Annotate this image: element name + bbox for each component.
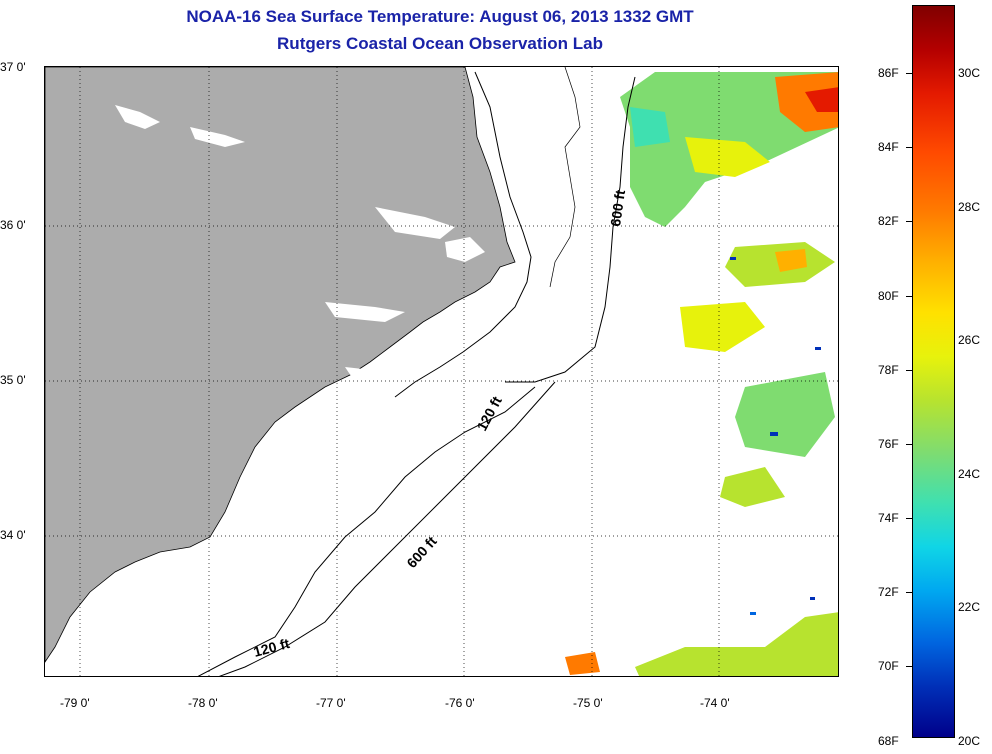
lat-label-37: 37 0' xyxy=(0,60,26,74)
colorbar-c-26: 26C xyxy=(958,333,981,347)
colorbar-tick xyxy=(906,666,912,667)
map-title: NOAA-16 Sea Surface Temperature: August … xyxy=(186,7,694,26)
colorbar-f-72: 72F xyxy=(878,585,899,599)
graticule xyxy=(45,67,838,676)
colorbar-c-24: 24C xyxy=(958,467,981,481)
lat-label-35: 35 0' xyxy=(0,373,26,387)
sst-patch-mid-warm xyxy=(775,249,807,272)
lat-label-36: 36 0' xyxy=(0,218,26,232)
colorbar-f-86: 86F xyxy=(878,66,899,80)
colorbar-f-68: 68F xyxy=(878,734,899,748)
sst-map: 600 ft 120 ft 600 ft 120 ft xyxy=(45,67,838,676)
colorbar-tick xyxy=(906,592,912,593)
inland-water xyxy=(115,105,485,387)
colorbar-f-80: 80F xyxy=(878,289,899,303)
colorbar-f-84: 84F xyxy=(878,140,899,154)
map-panel[interactable]: 600 ft 120 ft 600 ft 120 ft xyxy=(44,66,839,677)
colorbar-f-74: 74F xyxy=(878,511,899,525)
colorbar-tick xyxy=(906,296,912,297)
contour-600ft-south xyxy=(219,381,556,676)
colorbar-f-70: 70F xyxy=(878,659,899,673)
colorbar-c-30: 30C xyxy=(958,66,981,80)
lon-label-79: -79 0' xyxy=(60,696,90,710)
contour-label-120ft-east: 120 ft xyxy=(474,393,505,433)
contour-label-600ft-north: 600 ft xyxy=(607,189,628,228)
colorbar-tick xyxy=(906,444,912,445)
colorbar-c-28: 28C xyxy=(958,200,981,214)
sst-patch-east-75 xyxy=(720,467,785,507)
colorbar-tick xyxy=(906,370,912,371)
coastline-detail-north xyxy=(549,67,581,288)
lon-label-78: -78 0' xyxy=(188,696,218,710)
lon-label-77: -77 0' xyxy=(316,696,346,710)
colorbar-c-20: 20C xyxy=(958,734,981,748)
sst-data-layer xyxy=(565,72,838,676)
sst-patch-hot-inner xyxy=(805,87,838,112)
sst-patch-northeast-warm xyxy=(685,137,770,177)
colorbar-tick xyxy=(906,73,912,74)
contour-label-600ft-south: 600 ft xyxy=(403,533,440,571)
colorbar-f-76: 76F xyxy=(878,437,899,451)
colorbar-f-78: 78F xyxy=(878,363,899,377)
colorbar-c-22: 22C xyxy=(958,600,981,614)
sst-patch-cool-north xyxy=(630,107,670,147)
sst-cold-pixel-1 xyxy=(730,257,736,260)
colorbar-tick xyxy=(906,518,912,519)
outer-banks xyxy=(394,71,532,398)
sst-patch-south xyxy=(635,612,838,676)
sst-cold-pixel-3 xyxy=(815,347,821,350)
sst-cold-pixel-4 xyxy=(810,597,815,600)
lon-label-74: -74 0' xyxy=(700,696,730,710)
contour-600ft-north xyxy=(505,76,636,383)
sst-patch-south-warm xyxy=(565,652,600,675)
colorbar-tick xyxy=(906,221,912,222)
contour-120ft xyxy=(197,386,536,676)
sst-patch-east-78 xyxy=(735,372,835,457)
sst-cold-pixel-2 xyxy=(770,432,778,436)
lat-label-34: 34 0' xyxy=(0,528,26,542)
lon-label-76: -76 0' xyxy=(445,696,475,710)
colorbar-f-82: 82F xyxy=(878,214,899,228)
sst-patch-center xyxy=(680,302,765,352)
temperature-colorbar xyxy=(912,5,955,738)
lon-label-75: -75 0' xyxy=(573,696,603,710)
contour-label-120ft-south: 120 ft xyxy=(252,635,292,660)
sst-cold-pixel-5 xyxy=(750,612,756,615)
colorbar-tick xyxy=(906,147,912,148)
map-subtitle: Rutgers Coastal Ocean Observation Lab xyxy=(277,34,603,53)
sst-patch-hot-corner xyxy=(775,72,838,132)
